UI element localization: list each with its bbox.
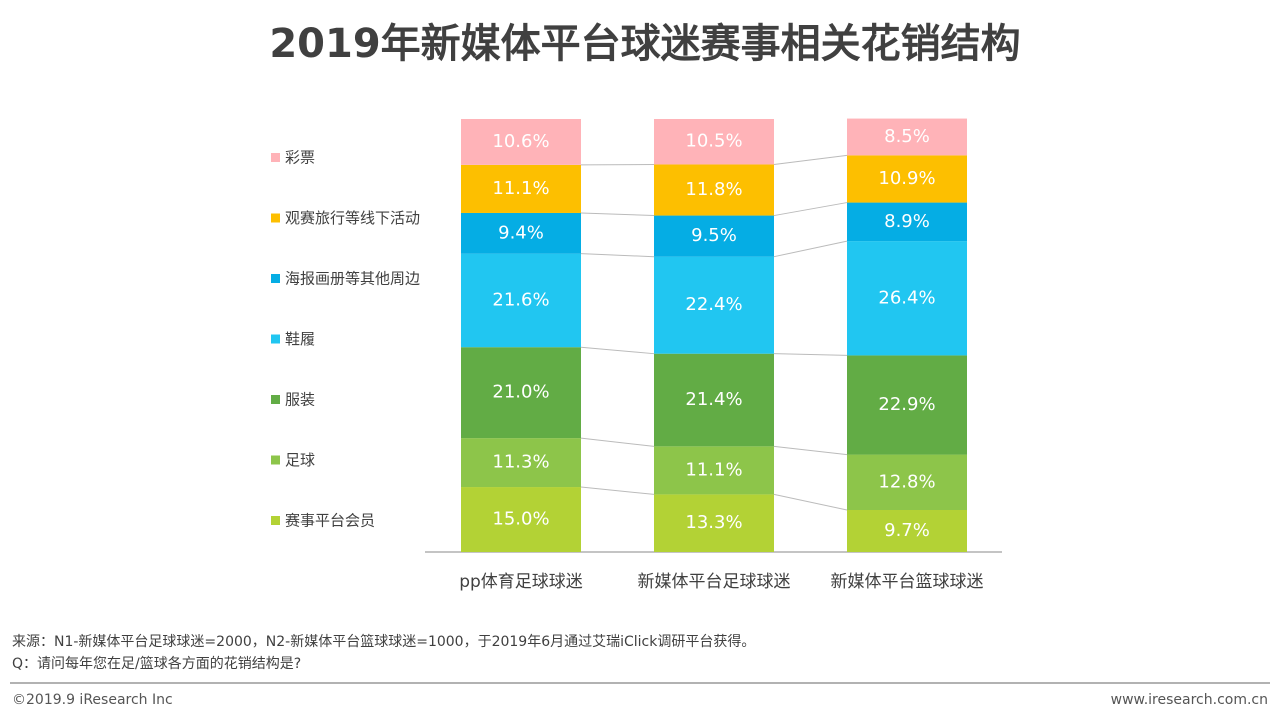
connector-line bbox=[773, 493, 848, 511]
legend-swatch bbox=[271, 153, 280, 162]
bar-value-label: 11.1% bbox=[685, 459, 742, 480]
bar-segment bbox=[847, 155, 967, 203]
connector-line bbox=[580, 253, 655, 258]
bar-value-label: 13.3% bbox=[685, 512, 742, 533]
bar-segment bbox=[461, 164, 581, 213]
bar-value-label: 22.4% bbox=[685, 294, 742, 315]
bar-value-label: 22.9% bbox=[878, 394, 935, 415]
question-note: Q：请问每年您在足/篮球各方面的花销结构是? bbox=[12, 655, 301, 672]
bar-value-label: 11.3% bbox=[492, 452, 549, 473]
copyright: ©2019.9 iResearch Inc bbox=[12, 692, 173, 708]
bar-value-label: 12.8% bbox=[878, 471, 935, 492]
legend-swatch bbox=[271, 395, 280, 404]
bar-value-label: 11.8% bbox=[685, 179, 742, 200]
connector-line bbox=[773, 240, 848, 258]
legend-swatch bbox=[271, 516, 280, 525]
legend-label: 鞋履 bbox=[285, 330, 315, 348]
bar-value-label: 26.4% bbox=[878, 287, 935, 308]
bar-segment bbox=[461, 119, 581, 165]
legend-swatch bbox=[271, 274, 280, 283]
x-tick-label: pp体育足球球迷 bbox=[459, 572, 583, 592]
bar-value-label: 11.1% bbox=[492, 178, 549, 199]
bar-segment bbox=[461, 487, 581, 552]
bar-segment bbox=[654, 353, 774, 447]
legend-label: 海报画册等其他周边 bbox=[285, 270, 420, 288]
bar-value-label: 21.0% bbox=[492, 382, 549, 403]
bar-value-label: 9.5% bbox=[691, 225, 737, 246]
bar-segment bbox=[461, 438, 581, 488]
legend-label: 服装 bbox=[285, 391, 315, 409]
source-note: 来源：N1-新媒体平台足球球迷=2000，N2-新媒体平台篮球球迷=1000，于… bbox=[12, 633, 755, 650]
bar-value-label: 8.9% bbox=[884, 211, 930, 232]
connector-line bbox=[773, 154, 848, 165]
bar-segment bbox=[847, 509, 967, 552]
bar-segment bbox=[461, 347, 581, 439]
website: www.iresearch.com.cn bbox=[1111, 692, 1268, 708]
bar-segment bbox=[654, 119, 774, 165]
bar-value-label: 15.0% bbox=[492, 509, 549, 530]
bar-segment bbox=[654, 256, 774, 354]
bar-segment bbox=[847, 241, 967, 356]
bar-value-label: 10.6% bbox=[492, 131, 549, 152]
bar-segment bbox=[847, 202, 967, 242]
connector-line bbox=[580, 486, 655, 495]
bar-segment bbox=[654, 494, 774, 552]
bar-segment bbox=[654, 164, 774, 216]
bar-value-label: 9.7% bbox=[884, 520, 930, 541]
legend-swatch bbox=[271, 334, 280, 344]
connector-line bbox=[580, 437, 655, 447]
connector-line bbox=[773, 445, 848, 456]
connector-line bbox=[580, 212, 655, 217]
bar-segment bbox=[654, 446, 774, 495]
chart-title: 2019年新媒体平台球迷赛事相关花销结构 bbox=[269, 21, 1020, 67]
bar-value-label: 10.5% bbox=[685, 131, 742, 152]
connector-line bbox=[580, 346, 655, 355]
legend-label: 彩票 bbox=[285, 149, 315, 167]
bar-segment bbox=[847, 355, 967, 455]
bar-segment bbox=[654, 215, 774, 257]
legend-swatch bbox=[271, 213, 280, 223]
bar-value-label: 8.5% bbox=[884, 126, 930, 147]
bar-segment bbox=[461, 212, 581, 254]
legend-swatch bbox=[271, 455, 280, 465]
connector-line bbox=[773, 202, 848, 217]
x-tick-label: 新媒体平台篮球球迷 bbox=[831, 572, 984, 592]
x-tick-label: 新媒体平台足球球迷 bbox=[638, 572, 791, 592]
bar-segment bbox=[461, 253, 581, 348]
bar-value-label: 9.4% bbox=[498, 222, 544, 243]
bar-segment bbox=[847, 454, 967, 510]
legend-label: 足球 bbox=[285, 451, 315, 469]
bar-value-label: 21.6% bbox=[492, 289, 549, 310]
legend-label: 观赛旅行等线下活动 bbox=[285, 209, 420, 227]
bar-value-label: 10.9% bbox=[878, 168, 935, 189]
connector-line bbox=[773, 353, 848, 356]
legend-label: 赛事平台会员 bbox=[285, 512, 375, 530]
bar-value-label: 21.4% bbox=[685, 389, 742, 410]
bar-segment bbox=[847, 118, 967, 156]
